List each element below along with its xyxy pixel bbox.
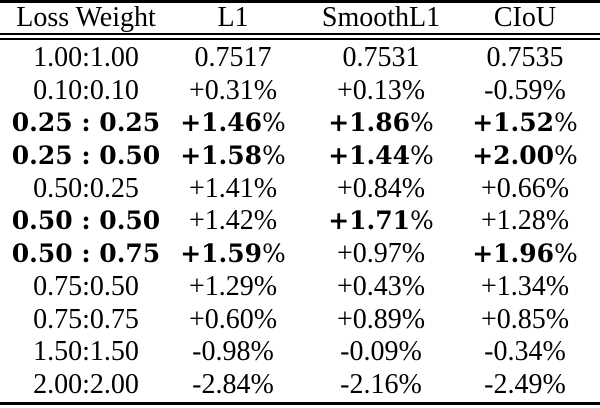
percent-sign: % [554, 141, 578, 171]
table-cell: +1.46% [172, 107, 294, 140]
table-cell: -0.98% [192, 336, 274, 368]
table-cell: +1.52% [468, 107, 582, 140]
table-cell: +0.97% [336, 238, 426, 270]
table-cell: +0.43% [336, 270, 426, 302]
table-row: 2.00:2.00 -2.84% -2.16% -2.49% [0, 369, 582, 402]
table-row: 0.25 : 0.25 +1.46% +1.86% +1.52% [0, 107, 582, 140]
table-body: 1.00:1.00 0.7517 0.7531 0.7535 0.10:0.10 +0.3… [0, 40, 600, 402]
percent-sign: % [410, 108, 434, 138]
percent-sign: % [262, 108, 286, 138]
column-header: Loss Weight [16, 2, 156, 33]
table-cell: -0.09% [340, 336, 422, 368]
cell-number: +1.52 [472, 108, 555, 138]
table-cell: 0.7535 [486, 42, 564, 73]
table-cell: 0.25 : 0.50 [11, 141, 161, 171]
table-cell: -0.59% [484, 74, 566, 106]
table-cell: +0.84% [336, 172, 426, 204]
cell-number: +1.59 [180, 239, 263, 269]
table-row: 0.75:0.50 +1.29% +0.43% +1.34% [0, 271, 582, 304]
table-cell: -2.16% [340, 368, 422, 400]
table-cell: +0.31% [188, 74, 278, 106]
table-cell: +1.71% [294, 205, 468, 238]
table-cell: +1.96% [468, 238, 582, 271]
double-rule-line-1 [0, 33, 600, 35]
table-cell: +0.89% [336, 303, 426, 335]
table-cell: +0.66% [480, 172, 570, 204]
table-cell: -2.84% [192, 368, 274, 400]
table-cell: 0.10:0.10 [33, 74, 139, 106]
table-cell: +1.59% [172, 238, 294, 271]
table-row: 0.75:0.75 +0.60% +0.89% +0.85% [0, 304, 582, 337]
table-row: 0.50:0.25 +1.41% +0.84% +0.66% [0, 173, 582, 206]
table-cell: 0.7531 [342, 42, 420, 73]
table-cell: +1.44% [294, 140, 468, 173]
table-cell: +1.29% [188, 270, 278, 302]
table-cell: 1.50:1.50 [33, 336, 139, 368]
table-row: 1.50:1.50 -0.98% -0.09% -0.34% [0, 336, 582, 369]
table-cell: -0.34% [484, 336, 566, 368]
percent-sign: % [262, 141, 286, 171]
cell-number: +1.86 [328, 108, 411, 138]
percent-sign: % [410, 141, 434, 171]
percent-sign: % [410, 206, 434, 236]
column-header: CIoU [493, 2, 557, 33]
table-cell: +0.85% [480, 303, 570, 335]
cell-number: +2.00 [472, 141, 555, 171]
table-top-rule [0, 0, 600, 3]
table-cell: 0.7517 [194, 42, 272, 73]
table-cell: 0.50:0.25 [33, 172, 139, 204]
table-cell: +1.42% [188, 205, 278, 237]
table-cell: +1.86% [294, 107, 468, 140]
cell-number: +1.44 [328, 141, 411, 171]
table-cell: +1.34% [480, 270, 570, 302]
table-cell: +2.00% [468, 140, 582, 173]
column-header: SmoothL1 [321, 2, 441, 33]
table-cell: 0.75:0.50 [33, 270, 139, 302]
table-cell: 0.75:0.75 [33, 303, 139, 335]
cell-number: +1.58 [180, 141, 263, 171]
table-cell: 1.00:1.00 [33, 42, 139, 73]
cell-number: +1.46 [180, 108, 263, 138]
column-header: L1 [217, 2, 249, 33]
table-bottom-rule [0, 401, 600, 405]
table-header-double-rule [0, 33, 600, 40]
table-cell: 0.25 : 0.25 [11, 108, 161, 138]
table-cell: +0.13% [336, 74, 426, 106]
double-rule-line-2 [0, 38, 600, 40]
table-cell: 0.50 : 0.75 [11, 239, 161, 269]
table-cell: 0.50 : 0.50 [11, 206, 161, 236]
table-cell: +0.60% [188, 303, 278, 335]
table-cell: +1.58% [172, 140, 294, 173]
table-row: 0.50 : 0.75 +1.59% +0.97% +1.96% [0, 238, 582, 271]
cell-number: +1.71 [328, 206, 411, 236]
table-cell: +1.41% [188, 172, 278, 204]
percent-sign: % [554, 108, 578, 138]
table-row: 0.10:0.10 +0.31% +0.13% -0.59% [0, 75, 582, 108]
table-row: 0.25 : 0.50 +1.58% +1.44% +2.00% [0, 140, 582, 173]
table-header-row: Loss Weight L1 SmoothL1 CIoU [0, 3, 582, 33]
percent-sign: % [554, 239, 578, 269]
percent-sign: % [262, 239, 286, 269]
table-cell: 2.00:2.00 [33, 368, 139, 400]
table-row: 1.00:1.00 0.7517 0.7531 0.7535 [0, 42, 582, 75]
table-cell: +1.28% [480, 205, 570, 237]
cell-number: +1.96 [472, 239, 555, 269]
table-cell: -2.49% [484, 368, 566, 400]
table-row: 0.50 : 0.50 +1.42% +1.71% +1.28% [0, 205, 582, 238]
